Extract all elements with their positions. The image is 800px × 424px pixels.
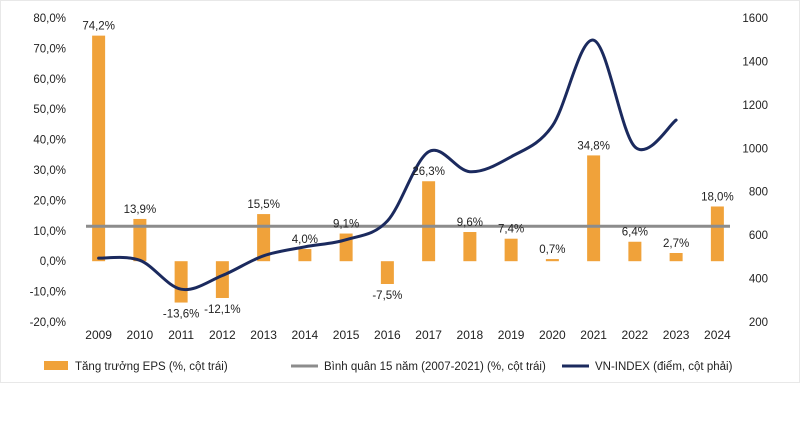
eps-bar <box>298 249 312 262</box>
y-left-tick-label: 40,0% <box>33 135 66 147</box>
eps-bar <box>628 241 642 262</box>
eps-bar <box>422 181 436 262</box>
x-tick-label: 2013 <box>250 328 277 342</box>
x-tick-label: 2011 <box>168 328 194 342</box>
y-left-tick-label: 20,0% <box>33 195 66 207</box>
x-tick-label: 2016 <box>374 328 401 342</box>
y-right-tick-label: 1600 <box>742 13 768 25</box>
x-tick-label: 2023 <box>663 328 690 342</box>
eps-bar <box>174 261 188 303</box>
eps-data-label: 9,6% <box>457 217 483 229</box>
eps-bar <box>545 259 559 262</box>
y-left-tick-label: 30,0% <box>33 165 66 177</box>
x-tick-label: 2021 <box>580 328 607 342</box>
eps-data-label: 2,7% <box>663 238 689 250</box>
chart-frame <box>0 0 800 383</box>
y-right-tick-label: 1200 <box>742 100 768 112</box>
eps-data-label: -7,5% <box>372 290 402 302</box>
eps-bar <box>92 35 106 262</box>
y-left-tick-label: 60,0% <box>33 74 66 86</box>
x-tick-label: 2014 <box>292 328 319 342</box>
legend-swatch-eps <box>44 361 68 370</box>
x-tick-label: 2018 <box>457 328 484 342</box>
eps-bar <box>133 218 147 262</box>
x-tick-label: 2024 <box>704 328 731 342</box>
y-left-tick-label: 80,0% <box>33 13 66 25</box>
y-left-tick-label: -20,0% <box>30 317 66 329</box>
eps-bar <box>587 155 601 262</box>
eps-data-label: 6,4% <box>622 227 648 239</box>
y-left-tick-label: 70,0% <box>33 43 66 55</box>
x-tick-label: 2012 <box>209 328 236 342</box>
vnindex-line <box>97 38 678 292</box>
eps-data-label: 0,7% <box>539 244 565 256</box>
legend-label-average: Bình quân 15 năm (2007-2021) (%, cột trá… <box>324 361 546 373</box>
eps-data-label: -12,1% <box>204 304 240 316</box>
y-right-tick-label: 400 <box>749 274 768 286</box>
eps-data-label: 34,8% <box>577 140 610 152</box>
x-tick-label: 2015 <box>333 328 360 342</box>
y-left-tick-label: -10,0% <box>30 287 66 299</box>
y-right-tick-label: 600 <box>749 230 768 242</box>
y-right-tick-label: 1000 <box>742 143 768 155</box>
eps-data-label: 74,2% <box>82 21 115 33</box>
eps-data-label: 15,5% <box>247 199 280 211</box>
eps-data-label: 4,0% <box>292 234 318 246</box>
x-tick-label: 2017 <box>415 328 442 342</box>
x-tick-label: 2019 <box>498 328 525 342</box>
eps-bar <box>669 252 683 262</box>
y-right-tick-label: 800 <box>749 187 768 199</box>
eps-data-label: 26,3% <box>412 166 445 178</box>
x-tick-label: 2010 <box>127 328 154 342</box>
y-right-tick-label: 1400 <box>742 56 768 68</box>
eps-data-label: 7,4% <box>498 224 524 236</box>
x-tick-label: 2009 <box>85 328 112 342</box>
legend-label-vnindex: VN-INDEX (điểm, cột phải) <box>595 361 733 373</box>
y-right-tick-label: 200 <box>749 317 768 329</box>
legend-label-eps: Tăng trưởng EPS (%, cột trái) <box>75 361 228 373</box>
eps-bar <box>463 232 477 262</box>
x-tick-label: 2022 <box>622 328 649 342</box>
eps-data-label: -13,6% <box>163 309 199 321</box>
y-left-tick-label: 0,0% <box>40 256 66 268</box>
eps-data-label: 9,1% <box>333 219 359 231</box>
eps-bar <box>215 261 229 298</box>
eps-data-label: 18,0% <box>701 191 734 203</box>
eps-data-label: 13,9% <box>124 204 157 216</box>
eps-bar <box>380 261 394 284</box>
eps-bar <box>710 206 724 262</box>
y-left-tick-label: 50,0% <box>33 104 66 116</box>
eps-bar <box>504 238 518 262</box>
y-left-tick-label: 10,0% <box>33 226 66 238</box>
x-tick-label: 2020 <box>539 328 566 342</box>
